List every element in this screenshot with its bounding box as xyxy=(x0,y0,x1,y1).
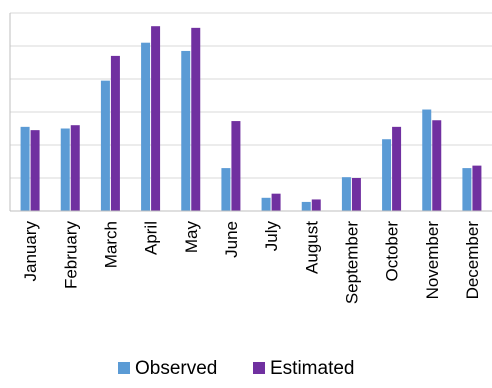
bar-observed-november xyxy=(422,109,432,211)
bar-estimated-july xyxy=(271,193,281,211)
x-tick-label: May xyxy=(182,221,201,254)
legend-label-observed: Observed xyxy=(135,358,217,379)
bar-observed-june xyxy=(221,168,231,211)
bar-observed-february xyxy=(60,128,70,211)
bar-estimated-june xyxy=(231,121,241,211)
x-tick-label: April xyxy=(142,221,161,255)
x-tick-label: June xyxy=(222,221,241,258)
gridlines xyxy=(10,12,492,179)
x-tick-label: October xyxy=(383,221,402,282)
legend-swatch-observed xyxy=(118,362,130,374)
x-tick-label: February xyxy=(61,221,80,290)
bar-estimated-september xyxy=(351,178,361,211)
legend: Observed Estimated xyxy=(118,358,354,379)
legend-swatch-estimated xyxy=(253,362,265,374)
bar-observed-october xyxy=(382,139,392,211)
axes xyxy=(9,13,492,212)
bar-observed-may xyxy=(181,50,191,212)
bar-observed-december xyxy=(462,168,472,211)
bar-observed-september xyxy=(341,177,351,211)
x-tick-label: January xyxy=(21,221,40,282)
x-tick-label: December xyxy=(463,221,482,300)
x-tick-label: March xyxy=(101,221,120,268)
bar-estimated-january xyxy=(30,130,40,211)
x-tick-label: November xyxy=(423,221,442,300)
bar-estimated-march xyxy=(110,55,120,212)
bar-observed-march xyxy=(100,80,110,212)
legend-label-estimated: Estimated xyxy=(270,358,354,379)
x-tick-labels: January February March April May June July Augu… xyxy=(21,221,482,305)
bar-estimated-april xyxy=(151,26,161,212)
bar-estimated-august xyxy=(311,199,321,211)
bar-observed-august xyxy=(301,201,311,211)
x-tick-label: August xyxy=(302,221,321,274)
x-tick-label: July xyxy=(262,221,281,252)
bar-estimated-december xyxy=(472,165,482,211)
bar-estimated-february xyxy=(70,125,80,211)
bars xyxy=(20,26,482,212)
bar-observed-january xyxy=(20,126,30,211)
bar-estimated-november xyxy=(432,120,442,211)
bar-estimated-may xyxy=(191,27,201,211)
x-tick-label: September xyxy=(342,221,361,304)
bar-observed-july xyxy=(261,197,271,211)
bar-estimated-october xyxy=(392,126,402,211)
bar-observed-april xyxy=(141,42,151,212)
